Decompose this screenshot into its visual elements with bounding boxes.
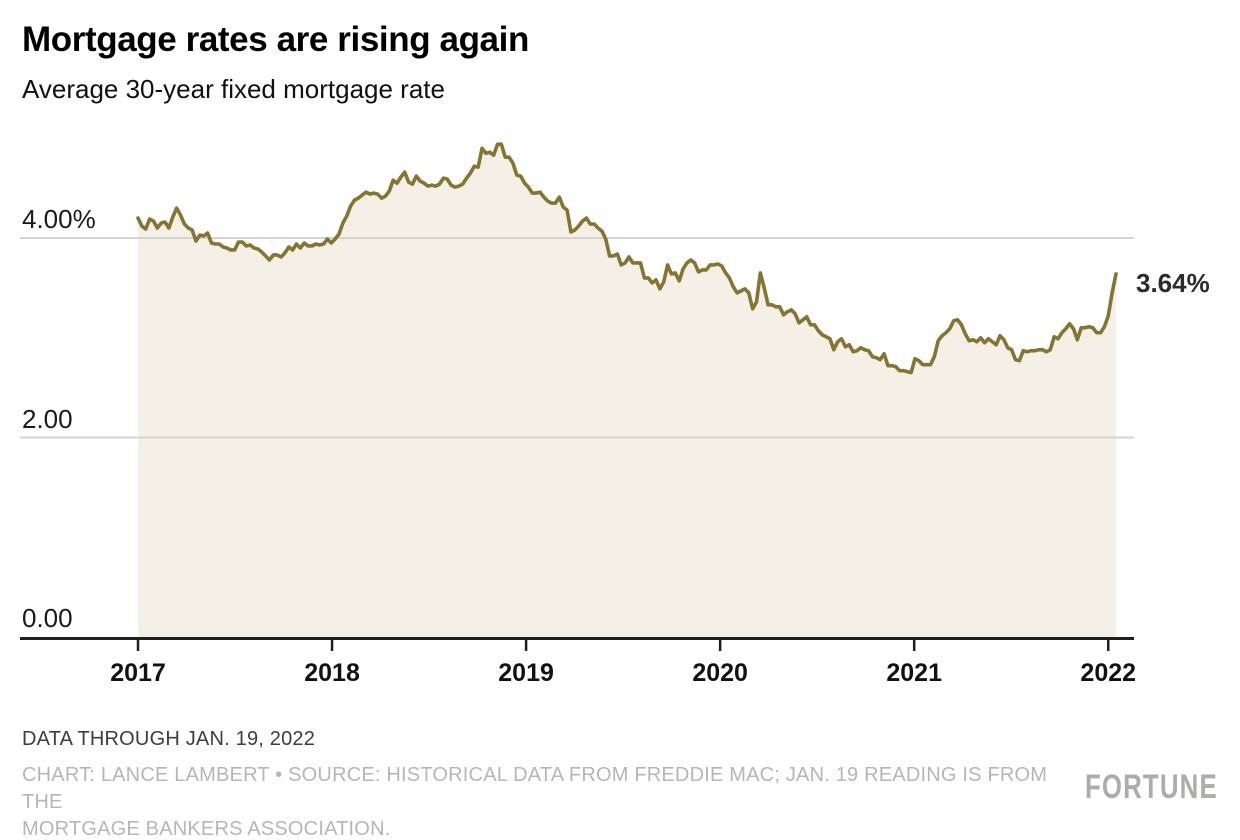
x-axis-tick-label: 2017 xyxy=(110,659,166,687)
latest-value-label: 3.64% xyxy=(1136,267,1210,298)
credit-line-2: MORTGAGE BANKERS ASSOCIATION. xyxy=(22,818,391,840)
page-title: Mortgage rates are rising again xyxy=(22,20,529,59)
x-axis-tick-label: 2018 xyxy=(304,659,360,687)
page-subtitle: Average 30-year fixed mortgage rate xyxy=(22,74,445,104)
area-fill xyxy=(138,144,1116,638)
chart-source-credit: CHART: LANCE LAMBERT • SOURCE: HISTORICA… xyxy=(22,762,1072,840)
fortune-logo: FORTUNE xyxy=(1085,768,1218,806)
x-axis-tick-label: 2020 xyxy=(692,659,748,687)
x-axis-tick-label: 2021 xyxy=(886,659,942,687)
rate-line xyxy=(136,142,1118,375)
y-axis-tick-label: 4.00% xyxy=(22,204,96,234)
y-axis-tick-label: 2.00 xyxy=(22,403,73,434)
x-axis-tick-label: 2022 xyxy=(1080,659,1137,687)
data-through-note: DATA THROUGH JAN. 19, 2022 xyxy=(22,728,316,750)
x-axis-tick-label: 2019 xyxy=(498,659,554,687)
credit-line-1: CHART: LANCE LAMBERT • SOURCE: HISTORICA… xyxy=(22,764,1048,813)
y-axis-tick-label: 0.00 xyxy=(22,603,73,633)
